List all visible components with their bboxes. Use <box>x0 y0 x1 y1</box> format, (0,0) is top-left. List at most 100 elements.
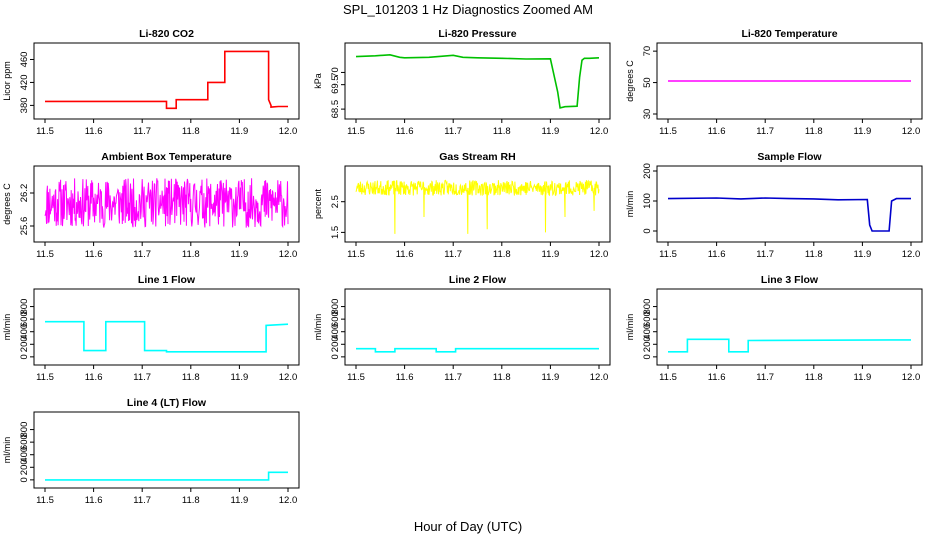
x-tick-label: 11.5 <box>659 249 677 260</box>
y-tick-label: 800 <box>19 299 30 315</box>
y-tick-label: 380 <box>19 97 30 113</box>
y-tick-label: 600 <box>642 311 653 327</box>
y-tick-label: 200 <box>642 336 653 352</box>
panel-5: Sample Flow ml/min 0 100 200 11.5 11.6 11.7 11.8… <box>625 151 923 260</box>
plot-frame <box>344 42 611 120</box>
y-tick-label: 1.5 <box>330 226 341 239</box>
panel-title: Li-820 Pressure <box>438 28 516 40</box>
y-tick-label: 69.5 <box>330 75 341 94</box>
y-axis-label: ml/min <box>2 437 12 464</box>
x-tick-label: 11.7 <box>756 126 774 137</box>
x-tick-label: 11.9 <box>231 126 249 137</box>
x-tick-label: 11.7 <box>133 249 151 260</box>
x-tick-label: 11.6 <box>396 126 414 137</box>
x-tick-label: 11.8 <box>805 372 823 383</box>
plot-frame <box>33 165 300 243</box>
x-tick-label: 11.7 <box>133 495 151 506</box>
x-tick-label: 12.0 <box>590 372 609 383</box>
x-tick-label: 11.8 <box>805 126 823 137</box>
y-tick-label: 600 <box>19 311 30 327</box>
x-tick-label: 11.5 <box>347 126 365 137</box>
y-tick-label: 460 <box>19 52 30 68</box>
x-tick-label: 11.7 <box>756 249 774 260</box>
x-tick-label: 11.6 <box>396 249 414 260</box>
panel-title: Li-820 Temperature <box>741 28 837 40</box>
x-tick-label: 11.8 <box>182 495 200 506</box>
y-tick-label: 2.5 <box>330 195 341 208</box>
y-tick-label: 800 <box>330 299 341 315</box>
y-tick-label: 70 <box>642 46 653 57</box>
x-tick-label: 11.8 <box>182 372 200 383</box>
plot-frame <box>344 288 611 366</box>
plot-frame <box>656 165 923 243</box>
x-tick-label: 11.8 <box>493 126 511 137</box>
x-tick-label: 11.5 <box>36 495 54 506</box>
y-tick-label: 200 <box>330 336 341 352</box>
x-tick-label: 11.6 <box>708 249 726 260</box>
x-tick-label: 12.0 <box>279 249 298 260</box>
panels-group: Li-820 CO2 Licor ppm 380 420 460 11.5 11.6 11.7… <box>2 28 923 506</box>
x-tick-label: 11.5 <box>36 372 54 383</box>
series-line <box>45 50 288 110</box>
y-tick-label: 420 <box>19 75 30 91</box>
series-line <box>667 197 911 232</box>
y-tick-label: 25.6 <box>19 217 30 236</box>
x-tick-label: 11.6 <box>396 372 414 383</box>
y-tick-label: 0 <box>19 477 30 482</box>
panel-title: Line 3 Flow <box>761 274 819 286</box>
y-tick-label: 200 <box>642 163 653 179</box>
x-tick-label: 12.0 <box>279 126 298 137</box>
y-tick-label: 30 <box>642 109 653 120</box>
panel-title: Ambient Box Temperature <box>101 151 232 163</box>
panel-title: Gas Stream RH <box>439 151 515 163</box>
figure-xlabel: Hour of Day (UTC) <box>414 519 522 534</box>
y-tick-label: 600 <box>330 311 341 327</box>
y-tick-label: 0 <box>330 354 341 359</box>
x-tick-label: 11.9 <box>542 126 560 137</box>
x-tick-label: 11.7 <box>133 126 151 137</box>
x-tick-label: 11.7 <box>444 372 462 383</box>
y-tick-label: 100 <box>642 193 653 209</box>
y-axis-label: percent <box>313 188 323 219</box>
x-tick-label: 11.6 <box>85 126 103 137</box>
x-tick-label: 11.9 <box>854 249 872 260</box>
x-tick-label: 11.9 <box>854 126 872 137</box>
x-tick-label: 11.9 <box>231 372 249 383</box>
x-tick-label: 11.5 <box>347 372 365 383</box>
panel-title: Line 2 Flow <box>449 274 507 286</box>
y-tick-label: 0 <box>642 354 653 359</box>
panel-title: Line 4 (LT) Flow <box>127 397 207 409</box>
y-tick-label: 70 <box>330 67 341 78</box>
plot-frame <box>656 288 923 366</box>
x-tick-label: 11.8 <box>182 126 200 137</box>
x-tick-label: 11.9 <box>542 372 560 383</box>
x-tick-label: 11.6 <box>85 249 103 260</box>
x-tick-label: 11.5 <box>659 372 677 383</box>
series-line <box>355 179 600 234</box>
y-axis-label: ml/min <box>625 314 635 341</box>
y-tick-label: 50 <box>642 77 653 88</box>
x-tick-label: 11.8 <box>805 249 823 260</box>
y-axis-label: degrees C <box>2 183 12 225</box>
y-axis-label: ml/min <box>2 314 12 341</box>
x-tick-label: 12.0 <box>902 126 921 137</box>
y-tick-label: 400 <box>19 447 30 463</box>
x-tick-label: 11.5 <box>36 126 54 137</box>
y-tick-label: 0 <box>642 228 653 233</box>
x-tick-label: 11.9 <box>231 495 249 506</box>
panel-title: Line 1 Flow <box>138 274 196 286</box>
plot-frame <box>33 288 300 366</box>
x-tick-label: 11.6 <box>708 372 726 383</box>
plot-frame <box>344 165 611 243</box>
panel-title: Li-820 CO2 <box>139 28 194 40</box>
panel-title: Sample Flow <box>757 151 822 163</box>
y-axis-label: degrees C <box>625 60 635 102</box>
x-tick-label: 11.7 <box>133 372 151 383</box>
panel-4: Gas Stream RH percent 1.5 2.5 11.5 11.6 11.7 11… <box>313 151 611 260</box>
x-tick-label: 11.7 <box>444 249 462 260</box>
figure-title: SPL_101203 1 Hz Diagnostics Zoomed AM <box>343 2 593 17</box>
